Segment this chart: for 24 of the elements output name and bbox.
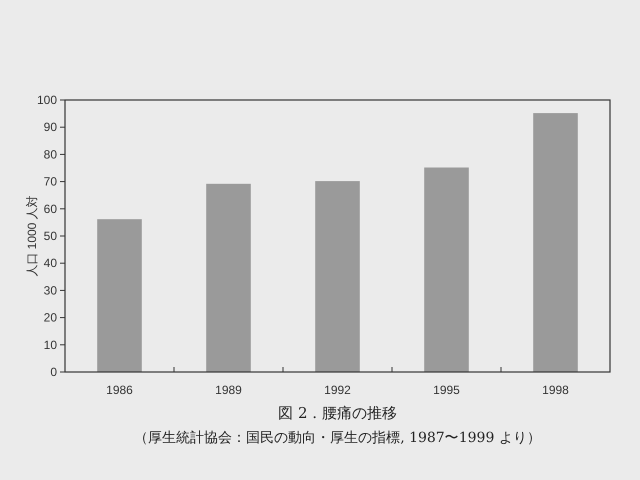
y-tick-label: 30 [44, 283, 58, 298]
text: 図 2 . 腰痛の推移 [278, 404, 397, 422]
y-tick-label: 70 [44, 174, 58, 189]
bar [315, 181, 360, 372]
bar [97, 219, 142, 372]
y-axis-title: 人口 1000 人対 [25, 195, 39, 277]
y-tick-label: 80 [44, 147, 58, 162]
y-tick-label: 10 [44, 338, 58, 352]
y-tick-label: 0 [50, 365, 58, 379]
x-tick-label: 1986 [106, 383, 134, 397]
y-tick-label: 90 [44, 120, 58, 134]
y-tick-label: 20 [44, 310, 58, 325]
y-tick-label: 40 [44, 256, 58, 270]
bar [533, 113, 578, 372]
bar [206, 184, 251, 372]
x-tick-label: 1992 [324, 383, 352, 397]
x-tick-label: 1989 [215, 383, 242, 397]
bar [424, 168, 469, 372]
text: （厚生統計協会：国民の動向・厚生の指標, 1987〜1999 より） [134, 430, 541, 446]
x-tick-label: 1995 [433, 383, 460, 397]
y-tick-label: 100 [36, 93, 58, 107]
y-tick-label: 60 [44, 202, 58, 216]
x-tick-label: 1998 [542, 383, 570, 397]
y-tick-label: 50 [44, 229, 58, 243]
